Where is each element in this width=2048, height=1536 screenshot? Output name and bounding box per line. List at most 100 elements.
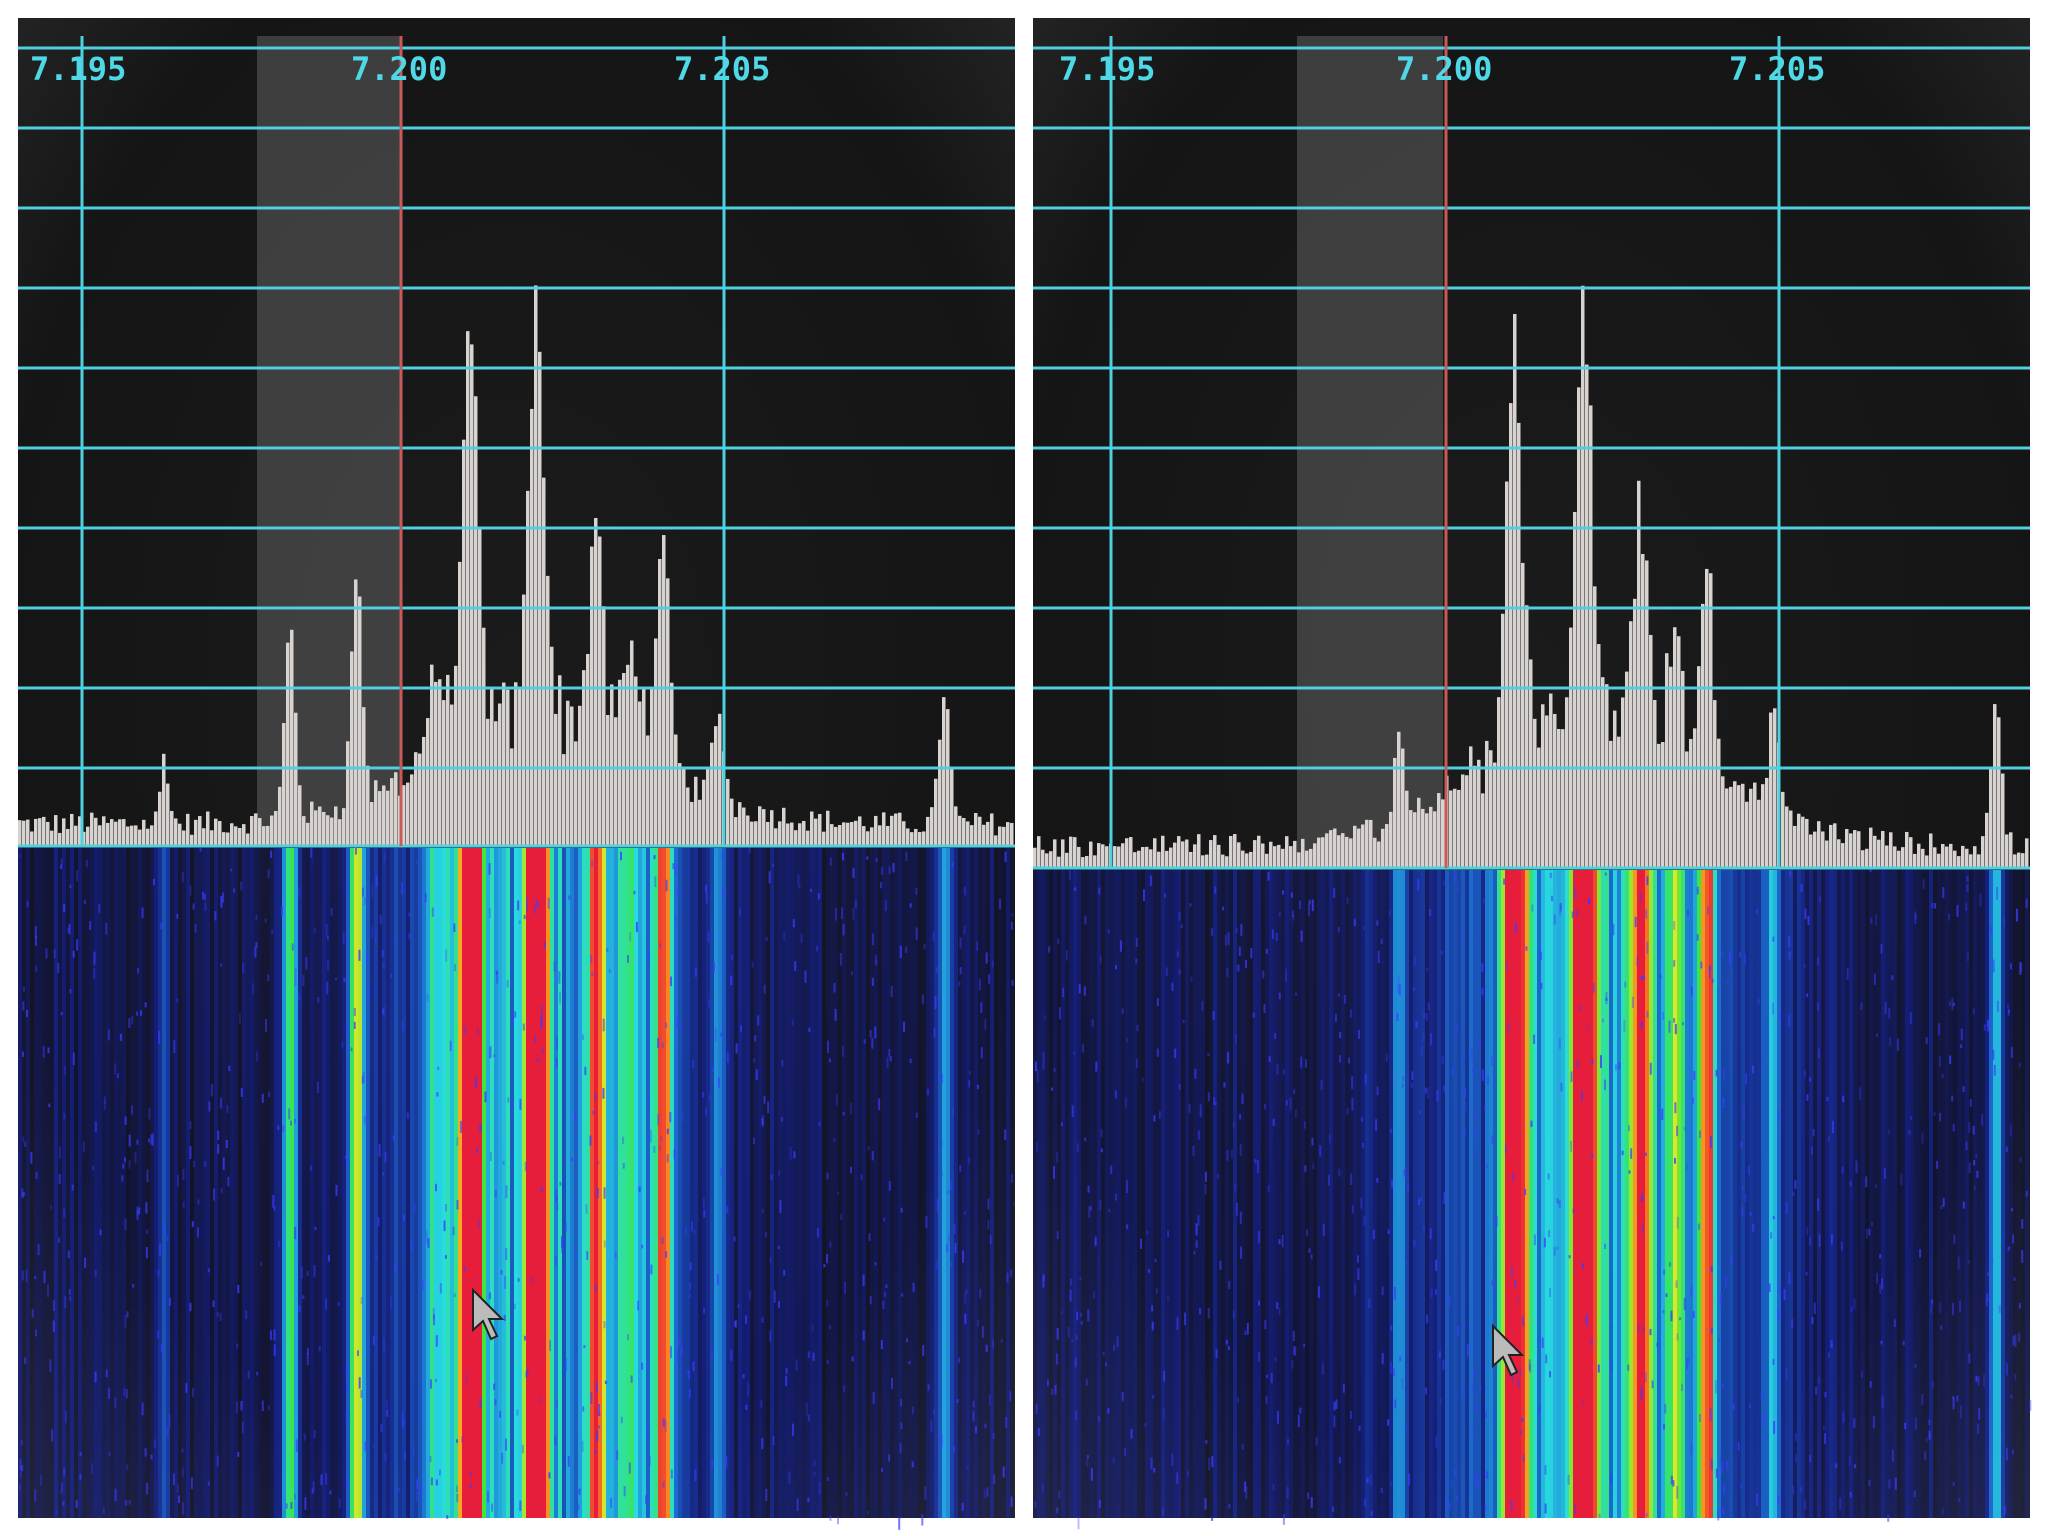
sdr-panel: 7.195 7.200 7.205 bbox=[1033, 18, 2032, 1530]
noise-speck bbox=[862, 1274, 865, 1286]
spectrum-bin bbox=[1917, 843, 1921, 868]
noise-speck bbox=[540, 1015, 543, 1029]
waterfall-column bbox=[186, 848, 190, 1518]
noise-speck bbox=[1779, 1283, 1782, 1295]
spectrum-bin bbox=[1577, 387, 1581, 868]
noise-speck bbox=[558, 971, 561, 984]
noise-speck bbox=[1099, 1199, 1102, 1211]
noise-speck bbox=[740, 1025, 742, 1033]
noise-speck bbox=[638, 1186, 641, 1193]
noise-speck bbox=[103, 1099, 106, 1111]
noise-speck bbox=[105, 922, 108, 935]
spectrum-bin bbox=[1573, 511, 1577, 868]
waterfall-column bbox=[538, 848, 542, 1518]
noise-speck bbox=[932, 931, 935, 941]
noise-speck bbox=[549, 1340, 552, 1352]
waterfall-column bbox=[134, 848, 138, 1518]
waterfall-column bbox=[430, 848, 434, 1518]
noise-speck bbox=[596, 1430, 599, 1442]
noise-speck bbox=[1212, 1011, 1215, 1020]
noise-speck bbox=[1719, 1453, 1722, 1465]
noise-speck bbox=[670, 1469, 673, 1479]
noise-speck bbox=[217, 1130, 220, 1140]
waterfall-column bbox=[1985, 870, 1989, 1518]
noise-speck bbox=[1586, 1025, 1589, 1032]
noise-speck bbox=[979, 1288, 982, 1299]
noise-speck bbox=[1516, 1296, 1519, 1302]
waterfall-column bbox=[626, 848, 630, 1518]
spectrum-bin bbox=[1041, 849, 1045, 868]
waterfall-column bbox=[1533, 870, 1537, 1518]
spectrum-bin bbox=[82, 831, 86, 846]
noise-speck bbox=[875, 960, 878, 966]
waterfall-column bbox=[2009, 870, 2013, 1518]
spectrum-bin bbox=[1529, 659, 1533, 868]
noise-speck bbox=[1804, 908, 1807, 920]
noise-speck bbox=[128, 1500, 131, 1505]
spectrum-bin bbox=[1273, 846, 1277, 868]
noise-speck bbox=[1740, 1142, 1743, 1148]
noise-speck bbox=[720, 1032, 723, 1037]
noise-speck bbox=[364, 1441, 367, 1452]
noise-speck bbox=[1034, 1500, 1037, 1509]
noise-speck bbox=[717, 1077, 720, 1088]
noise-speck bbox=[761, 1316, 764, 1324]
noise-speck bbox=[749, 1290, 752, 1300]
noise-speck bbox=[233, 888, 236, 893]
noise-speck bbox=[1807, 915, 1810, 925]
spectrum-bin bbox=[1397, 731, 1401, 868]
waterfall-column bbox=[1661, 870, 1665, 1518]
noise-speck bbox=[1674, 1158, 1676, 1164]
noise-speck bbox=[1931, 1299, 1934, 1305]
waterfall-column bbox=[926, 848, 930, 1518]
spectrum-bin bbox=[366, 765, 370, 846]
waterfall-column bbox=[974, 848, 978, 1518]
waterfall-column bbox=[26, 848, 30, 1518]
noise-speck bbox=[1641, 1193, 1644, 1202]
noise-speck bbox=[1135, 937, 1138, 947]
noise-speck bbox=[1037, 1428, 1040, 1437]
waterfall-column bbox=[438, 848, 442, 1518]
waterfall-column bbox=[850, 848, 854, 1518]
noise-speck bbox=[817, 893, 820, 900]
noise-speck bbox=[852, 867, 855, 878]
noise-speck bbox=[961, 1502, 964, 1511]
spectrum-bin bbox=[302, 816, 306, 846]
waterfall-column bbox=[1225, 870, 1229, 1518]
noise-speck bbox=[623, 1486, 626, 1497]
noise-speck bbox=[386, 1409, 389, 1417]
noise-speck bbox=[1761, 1054, 1764, 1061]
waterfall-column bbox=[1425, 870, 1429, 1518]
noise-speck bbox=[1574, 1505, 1576, 1515]
spectrum-bin bbox=[1829, 824, 1833, 868]
noise-speck bbox=[516, 1409, 519, 1416]
noise-speck bbox=[1722, 1104, 1725, 1108]
spectrum-bin bbox=[1469, 746, 1473, 868]
spectrum-bin bbox=[1089, 841, 1093, 868]
noise-speck bbox=[1483, 897, 1486, 904]
spectrum-bin bbox=[974, 812, 978, 846]
noise-speck bbox=[863, 1039, 866, 1044]
spectrum-bin bbox=[486, 718, 490, 846]
noise-speck bbox=[68, 1289, 71, 1295]
noise-speck bbox=[145, 1247, 148, 1259]
spectrum-bin bbox=[850, 822, 854, 846]
noise-speck bbox=[735, 1319, 737, 1328]
noise-speck bbox=[1282, 1514, 1285, 1525]
spectrum-bin bbox=[430, 664, 434, 846]
noise-speck bbox=[1349, 1411, 1352, 1420]
noise-speck bbox=[783, 1269, 786, 1276]
spectrum-bin bbox=[114, 821, 118, 846]
noise-speck bbox=[1571, 911, 1574, 918]
waterfall bbox=[18, 846, 1015, 1530]
noise-speck bbox=[791, 1019, 794, 1026]
noise-speck bbox=[449, 1040, 452, 1052]
noise-speck bbox=[204, 1161, 207, 1167]
noise-speck bbox=[1310, 1497, 1313, 1508]
noise-speck bbox=[2007, 1246, 2010, 1251]
noise-speck bbox=[1043, 1015, 1046, 1020]
noise-speck bbox=[1270, 1373, 1273, 1384]
noise-speck bbox=[1717, 989, 1720, 999]
spectrum-bin bbox=[1609, 740, 1613, 868]
spectrum-bin bbox=[1957, 856, 1961, 868]
